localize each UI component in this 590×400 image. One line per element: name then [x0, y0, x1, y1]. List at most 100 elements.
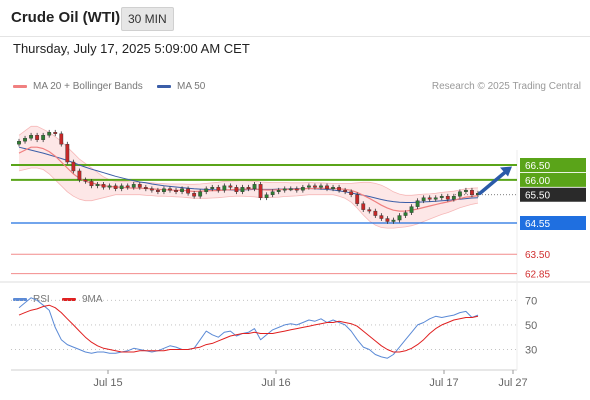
candle-body: [95, 184, 100, 187]
candle-body: [77, 170, 82, 181]
projection-arrow-shaft: [478, 169, 508, 196]
candle-body: [162, 188, 166, 192]
candle-body: [355, 194, 360, 204]
candle-body: [331, 187, 335, 189]
candle-body: [282, 188, 287, 191]
candle-body: [470, 190, 474, 195]
candle-body: [433, 197, 438, 200]
rsi-tick-label: 50: [525, 320, 537, 332]
candle-body: [264, 194, 269, 198]
x-tick-label: Jul 17: [429, 377, 458, 389]
legend-rsi-label: RSI: [33, 294, 50, 305]
level-label-last: 65.50: [525, 191, 550, 202]
candle-body: [47, 132, 52, 136]
legend-ma20-label: MA 20 + Bollinger Bands: [33, 81, 143, 92]
candle-body: [313, 185, 317, 188]
candle-body: [349, 191, 354, 195]
candle-body: [445, 196, 450, 200]
candle-body: [240, 187, 245, 192]
candle-body: [41, 135, 46, 140]
ma20-swatch: [13, 85, 27, 88]
candle-body: [337, 187, 341, 191]
candle-body: [228, 185, 233, 188]
candle-body: [156, 190, 160, 192]
candle-body: [222, 185, 227, 191]
level-label-support: 63.50: [525, 250, 550, 261]
candle-body: [306, 185, 311, 188]
timeframe-button[interactable]: 30 MIN: [121, 7, 174, 31]
candle-body: [149, 188, 154, 191]
level-label-bg-pivot: [520, 216, 586, 230]
candle-body: [252, 184, 257, 189]
candle-body: [343, 190, 348, 192]
candle-body: [288, 188, 293, 191]
x-tick-label: Jul 27: [498, 377, 527, 389]
ma50-swatch: [157, 85, 171, 88]
candle-body: [367, 209, 372, 212]
candle-body: [143, 187, 148, 189]
legend-ma50-label: MA 50: [177, 81, 206, 92]
candle-body: [457, 191, 462, 197]
candle-body: [319, 185, 323, 188]
candle-body: [198, 191, 203, 197]
chart-datetime: Thursday, July 17, 2025 5:09:00 AM CET: [13, 41, 250, 56]
candle-body: [83, 179, 88, 182]
candle-body: [234, 187, 239, 192]
candle-body: [276, 190, 281, 192]
candle-body: [180, 188, 184, 192]
candle-body: [300, 187, 305, 191]
legend-rsi: RSI: [13, 294, 50, 305]
rsi-ma-swatch: [62, 298, 76, 301]
rsi-ma-line: [18, 304, 479, 353]
candle-body: [192, 193, 197, 197]
candle-body: [325, 185, 329, 189]
instrument-title: Crude Oil (WTI): [11, 9, 121, 26]
candle-body: [258, 184, 263, 198]
candle-body: [186, 188, 191, 194]
candle-body: [397, 215, 402, 221]
candle-body: [427, 197, 432, 200]
candle-body: [174, 190, 178, 192]
candle-body: [29, 135, 33, 139]
candle-body: [403, 212, 408, 216]
bollinger-lower-line: [18, 167, 479, 229]
rsi-tick-label: 70: [525, 295, 537, 307]
candle-body: [65, 143, 70, 163]
level-label-resistance: 66.50: [525, 161, 550, 172]
rsi-line: [18, 297, 479, 359]
candle-body: [204, 188, 209, 192]
candle-body: [137, 184, 142, 188]
legend-ma50: MA 50: [157, 81, 205, 92]
candle-body: [391, 219, 396, 222]
candle-body: [379, 215, 384, 219]
x-tick-label: Jul 16: [261, 377, 290, 389]
candle-body: [119, 185, 124, 189]
legend-rsi-ma: 9MA: [62, 294, 103, 305]
candle-body: [71, 161, 76, 172]
candle-body: [101, 184, 106, 188]
candle-body: [270, 191, 275, 195]
level-label-bg-resistance: [520, 158, 586, 172]
candle-body: [409, 206, 414, 213]
candle-body: [464, 190, 468, 192]
candle-body: [210, 187, 215, 189]
candle-body: [246, 187, 251, 189]
candle-body: [361, 203, 366, 210]
candle-body: [35, 135, 40, 140]
candle-body: [168, 188, 172, 191]
candle-body: [385, 218, 390, 222]
candle-body: [451, 196, 456, 200]
level-label-support: 62.85: [525, 270, 550, 281]
candle-body: [216, 187, 221, 191]
research-credit: Research © 2025 Trading Central: [431, 81, 581, 92]
bollinger-band-fill: [19, 126, 478, 229]
candle-body: [23, 138, 27, 142]
projection-arrow-head: [500, 166, 512, 177]
candle-body: [59, 133, 64, 145]
candle-body: [421, 197, 426, 201]
rsi-tick-label: 30: [525, 345, 537, 357]
candle-body: [89, 181, 94, 187]
level-label-bg-resistance: [520, 172, 586, 187]
candle-body: [439, 196, 444, 198]
